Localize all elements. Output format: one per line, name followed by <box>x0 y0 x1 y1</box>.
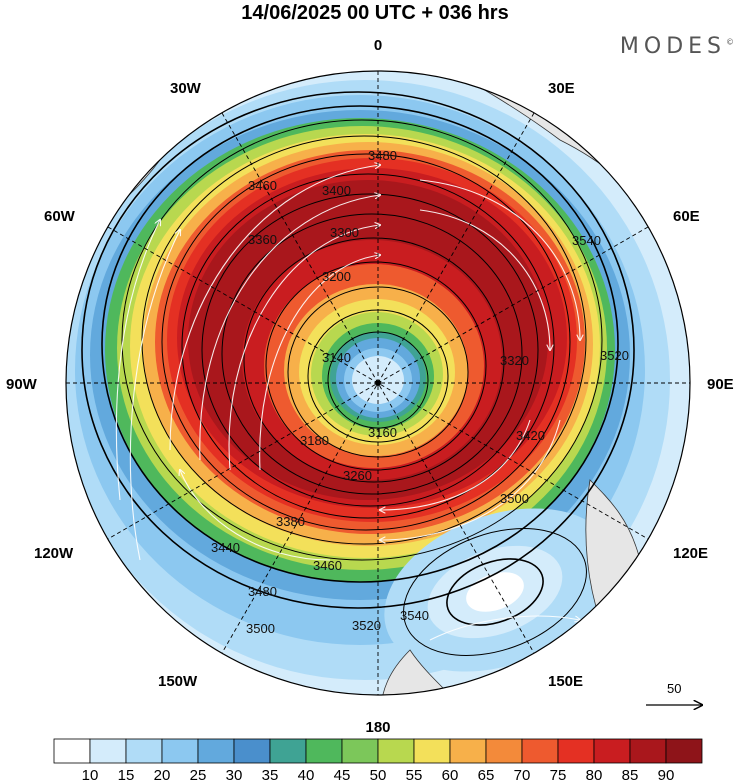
colorbar-tick-label: 90 <box>658 767 675 782</box>
colorbar-tick-label: 35 <box>262 767 279 782</box>
contour-label: 3540 <box>400 608 429 623</box>
contour-label: 3300 <box>330 225 359 240</box>
colorbar-swatch <box>198 739 234 763</box>
colorbar-swatch <box>558 739 594 763</box>
reference-vector: 50 <box>646 681 702 705</box>
colorbar-swatch <box>126 739 162 763</box>
colorbar-tick-label: 75 <box>550 767 567 782</box>
reference-vector-label: 50 <box>667 681 681 696</box>
colorbar-swatch <box>378 739 414 763</box>
colorbar-tick-label: 15 <box>118 767 135 782</box>
colorbar-swatch <box>342 739 378 763</box>
contour-label: 3500 <box>500 491 529 506</box>
contour-label: 3160 <box>368 425 397 440</box>
contour-label: 3440 <box>211 540 240 555</box>
longitude-label-180: 180 <box>365 719 390 736</box>
longitude-label-120e: 120E <box>673 545 708 562</box>
colorbar-swatch <box>270 739 306 763</box>
colorbar-tick-label: 30 <box>226 767 243 782</box>
contour-label: 3460 <box>248 178 277 193</box>
contour-label: 3480 <box>368 148 397 163</box>
longitude-label-90w: 90W <box>6 376 38 393</box>
colorbar-swatch <box>666 739 702 763</box>
contour-label: 3540 <box>572 233 601 248</box>
longitude-label-60w: 60W <box>44 208 76 225</box>
colorbar-swatch <box>306 739 342 763</box>
colorbar-tick-label: 40 <box>298 767 315 782</box>
longitude-label-90e: 90E <box>707 376 734 393</box>
contour-label: 3420 <box>516 428 545 443</box>
colorbar-swatch <box>594 739 630 763</box>
contour-label: 3200 <box>322 269 351 284</box>
contour-label: 3500 <box>246 621 275 636</box>
contour-label: 3360 <box>248 232 277 247</box>
colorbar-swatch <box>486 739 522 763</box>
colorbar-swatch <box>522 739 558 763</box>
colorbar-swatch <box>630 739 666 763</box>
colorbar-tick-label: 65 <box>478 767 495 782</box>
colorbar-tick-label: 25 <box>190 767 207 782</box>
colorbar-tick-label: 55 <box>406 767 423 782</box>
contour-label: 3380 <box>276 514 305 529</box>
longitude-label-0: 0 <box>374 37 382 54</box>
colorbar-swatch <box>54 739 90 763</box>
colorbar-tick-label: 85 <box>622 767 639 782</box>
contour-label: 3480 <box>248 584 277 599</box>
longitude-label-30e: 30E <box>548 80 575 97</box>
north-pole-marker <box>375 380 381 386</box>
longitude-label-120w: 120W <box>34 545 74 562</box>
longitude-label-150w: 150W <box>158 673 198 690</box>
contour-label: 3520 <box>352 618 381 633</box>
longitude-label-60e: 60E <box>673 208 700 225</box>
contour-label: 3320 <box>500 353 529 368</box>
colorbar-tick-label: 60 <box>442 767 459 782</box>
colorbar-tick-label: 45 <box>334 767 351 782</box>
contour-label: 3180 <box>300 433 329 448</box>
contour-label: 3400 <box>322 183 351 198</box>
colorbar-tick-label: 20 <box>154 767 171 782</box>
colorbar-swatch <box>162 739 198 763</box>
colorbar: 10 15 20 25 30 35 40 45 50 55 60 65 70 75 80 85 90 <box>54 739 702 782</box>
colorbar-swatch <box>450 739 486 763</box>
colorbar-swatch <box>414 739 450 763</box>
contour-label: 3140 <box>322 350 351 365</box>
longitude-label-150e: 150E <box>548 673 583 690</box>
colorbar-tick-label: 50 <box>370 767 387 782</box>
colorbar-swatch <box>90 739 126 763</box>
longitude-label-30w: 30W <box>170 80 202 97</box>
colorbar-tick-label: 80 <box>586 767 603 782</box>
contour-label: 3460 <box>313 558 342 573</box>
colorbar-tick-label: 10 <box>82 767 99 782</box>
colorbar-swatch <box>234 739 270 763</box>
contour-label: 3260 <box>343 468 372 483</box>
contour-label: 3520 <box>600 348 629 363</box>
colorbar-tick-label: 70 <box>514 767 531 782</box>
